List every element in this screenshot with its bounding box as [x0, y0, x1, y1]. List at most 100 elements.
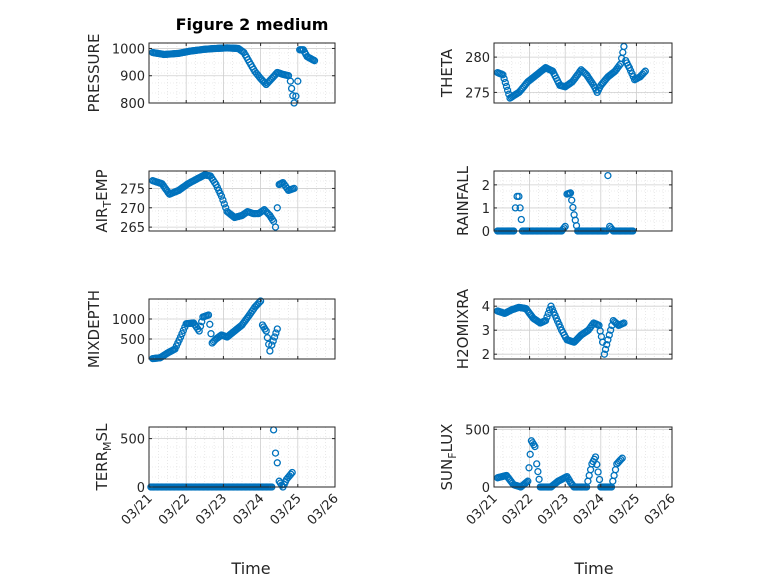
- data-point: [525, 464, 533, 472]
- data-point: [601, 345, 610, 354]
- y-axis-label: THETA: [438, 48, 456, 98]
- data-point: [593, 460, 601, 469]
- axes-box: [148, 298, 336, 360]
- data-point: [500, 74, 508, 83]
- y-tick-label: 270: [120, 202, 145, 217]
- data-point: [259, 207, 267, 215]
- data-point: [287, 84, 296, 93]
- data-point: [207, 330, 215, 338]
- x-tick-label: 03/24: [571, 491, 608, 528]
- data-point: [640, 68, 648, 77]
- x-tick-label: 03/24: [230, 491, 267, 528]
- x-tick-label: 03/26: [305, 491, 342, 528]
- y-tick-label: 900: [120, 70, 145, 85]
- data-point: [261, 79, 269, 87]
- y-tick-label: 1000: [112, 313, 145, 328]
- data-point: [516, 204, 524, 212]
- data-point: [290, 184, 298, 193]
- data-point: [196, 322, 205, 330]
- data-point: [615, 62, 623, 70]
- data-point: [176, 333, 185, 341]
- subplot-rainfall: 0 1 2 RAINFALL: [454, 165, 673, 240]
- data-point: [294, 77, 302, 85]
- data-point: [511, 204, 520, 212]
- y-tick-label: 500: [465, 423, 490, 438]
- y-axis-label: MIXDEPTH: [85, 290, 103, 368]
- y-tick-label: 275: [120, 182, 145, 197]
- data-point: [641, 67, 649, 75]
- y-tick-label: 500: [120, 333, 145, 348]
- axes-box: [148, 170, 336, 232]
- data-point: [603, 340, 611, 349]
- data-point: [499, 71, 507, 79]
- data-point: [535, 475, 543, 483]
- data-point: [178, 330, 186, 338]
- subplot-terr_msl: 0 500 03/21 03/22 03/23 03/24 03/25 03/26 TERRMS…: [93, 423, 342, 528]
- data-point: [268, 341, 276, 349]
- data-point: [217, 192, 226, 200]
- data-point: [566, 189, 575, 197]
- data-point: [289, 92, 297, 100]
- subplot-theta: 275 280 THETA: [438, 42, 673, 104]
- axes-box: [148, 42, 336, 104]
- data-point: [591, 453, 600, 461]
- y-tick-label: 265: [120, 221, 145, 236]
- data-point: [600, 350, 609, 358]
- data-point: [569, 203, 577, 212]
- x-tick-label: 03/21: [464, 491, 501, 528]
- subplot-h2omixra: 2 3 4 H2OMIXRA: [454, 288, 673, 369]
- figure-title: Figure 2 medium: [176, 15, 329, 34]
- data-point: [533, 460, 541, 468]
- data-point: [617, 455, 625, 464]
- data-point: [503, 86, 512, 94]
- y-tick-label: 0: [137, 481, 145, 496]
- data-point: [517, 215, 525, 224]
- x-axis-label-right: Time: [573, 559, 613, 578]
- data-point: [501, 78, 509, 87]
- subplot-pressure: 800 900 1000 PRESSURE: [85, 34, 336, 113]
- data-point: [310, 57, 319, 65]
- y-tick-label: 800: [120, 97, 145, 112]
- data-point: [195, 327, 203, 335]
- data-point: [524, 477, 532, 485]
- data-point: [292, 92, 300, 100]
- data-point: [271, 449, 280, 457]
- axes-box: [148, 426, 336, 488]
- data-point: [204, 311, 213, 319]
- y-axis-label: PRESSURE: [85, 34, 103, 113]
- y-axis-label: SUNFLUX: [438, 424, 459, 491]
- x-tick-label: 03/23: [193, 491, 230, 528]
- data-point: [534, 467, 542, 476]
- data-point: [273, 204, 281, 212]
- x-tick-label: 03/26: [642, 491, 679, 528]
- y-tick-label: 2: [482, 179, 490, 194]
- y-tick-label: 1: [482, 202, 490, 217]
- y-tick-label: 0: [482, 481, 490, 496]
- data-point: [206, 320, 214, 328]
- data-point: [522, 478, 531, 486]
- y-tick-label: 280: [465, 51, 490, 66]
- data-point: [273, 459, 281, 467]
- data-point: [604, 336, 612, 344]
- data-point: [618, 454, 626, 462]
- y-tick-label: 500: [120, 433, 145, 448]
- data-point: [179, 326, 188, 335]
- y-tick-label: 1000: [112, 42, 145, 57]
- data-point: [526, 450, 534, 458]
- data-point: [271, 223, 280, 231]
- x-axis-label-left: Time: [230, 559, 270, 578]
- data-point: [568, 196, 576, 204]
- y-axis-label: H2OMIXRA: [454, 288, 472, 369]
- x-tick-label: 03/25: [606, 491, 643, 528]
- x-tick-label: 03/22: [156, 491, 193, 528]
- y-tick-label: 4: [482, 300, 490, 315]
- axes-box: [493, 42, 673, 104]
- y-tick-label: 3: [482, 324, 490, 339]
- data-point: [272, 329, 280, 337]
- data-point: [541, 316, 550, 325]
- x-tick-label: 03/22: [499, 491, 536, 528]
- data-point: [273, 325, 281, 333]
